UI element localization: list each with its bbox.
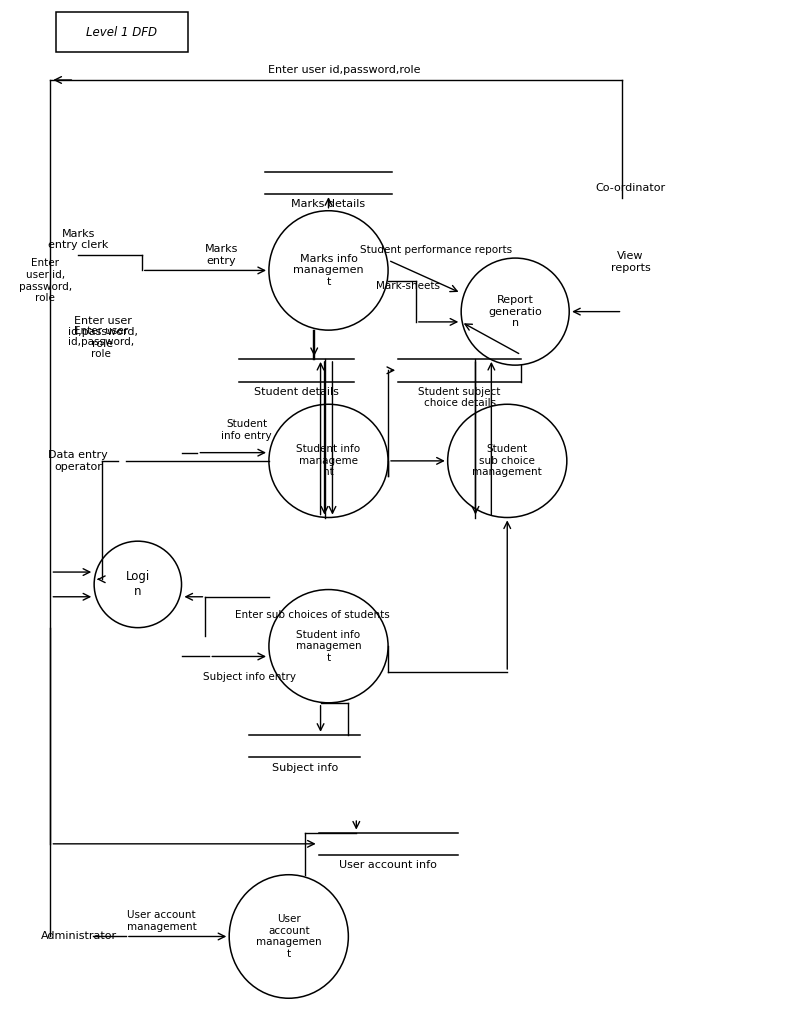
Text: Subject info: Subject info [271, 763, 338, 772]
Text: User account info: User account info [339, 860, 437, 870]
Text: Student
info entry: Student info entry [222, 419, 272, 441]
Text: User account
management: User account management [126, 910, 197, 932]
Text: View
reports: View reports [610, 252, 650, 273]
Text: Report
generatio
n: Report generatio n [488, 295, 542, 328]
Text: Marks info
managemen
t: Marks info managemen t [293, 254, 364, 287]
Text: Student details: Student details [254, 387, 339, 396]
Text: Mark-sheets: Mark-sheets [376, 280, 440, 291]
Text: Marks details: Marks details [291, 200, 366, 209]
Text: Student info
manageme
nt: Student info manageme nt [297, 444, 361, 477]
Text: Marks
entry: Marks entry [205, 244, 238, 266]
Text: Enter sub choices of students: Enter sub choices of students [235, 611, 390, 620]
Text: User
account
managemen
t: User account managemen t [256, 914, 322, 958]
Text: Marks
entry clerk: Marks entry clerk [48, 229, 109, 250]
Text: Enter user
id,password,
role: Enter user id,password, role [68, 316, 138, 349]
Text: Administrator: Administrator [41, 932, 117, 942]
FancyBboxPatch shape [56, 12, 188, 52]
Text: Logi
n: Logi n [126, 570, 150, 598]
Text: Co-ordinator: Co-ordinator [595, 183, 666, 194]
Text: Enter user
id,password,
role: Enter user id,password, role [68, 326, 134, 359]
Text: Student performance reports: Student performance reports [360, 245, 512, 255]
Text: Student info
managemen
t: Student info managemen t [296, 629, 362, 662]
Text: Student subject
choice details: Student subject choice details [418, 387, 501, 409]
Text: Subject info entry: Subject info entry [202, 672, 295, 682]
Text: Enter user id,password,role: Enter user id,password,role [268, 65, 421, 75]
Text: Student
sub choice
management: Student sub choice management [472, 444, 542, 477]
Text: Level 1 DFD: Level 1 DFD [86, 26, 158, 38]
Text: Data entry
operator: Data entry operator [48, 450, 108, 472]
Text: Enter
user id,
password,
role: Enter user id, password, role [18, 259, 72, 303]
